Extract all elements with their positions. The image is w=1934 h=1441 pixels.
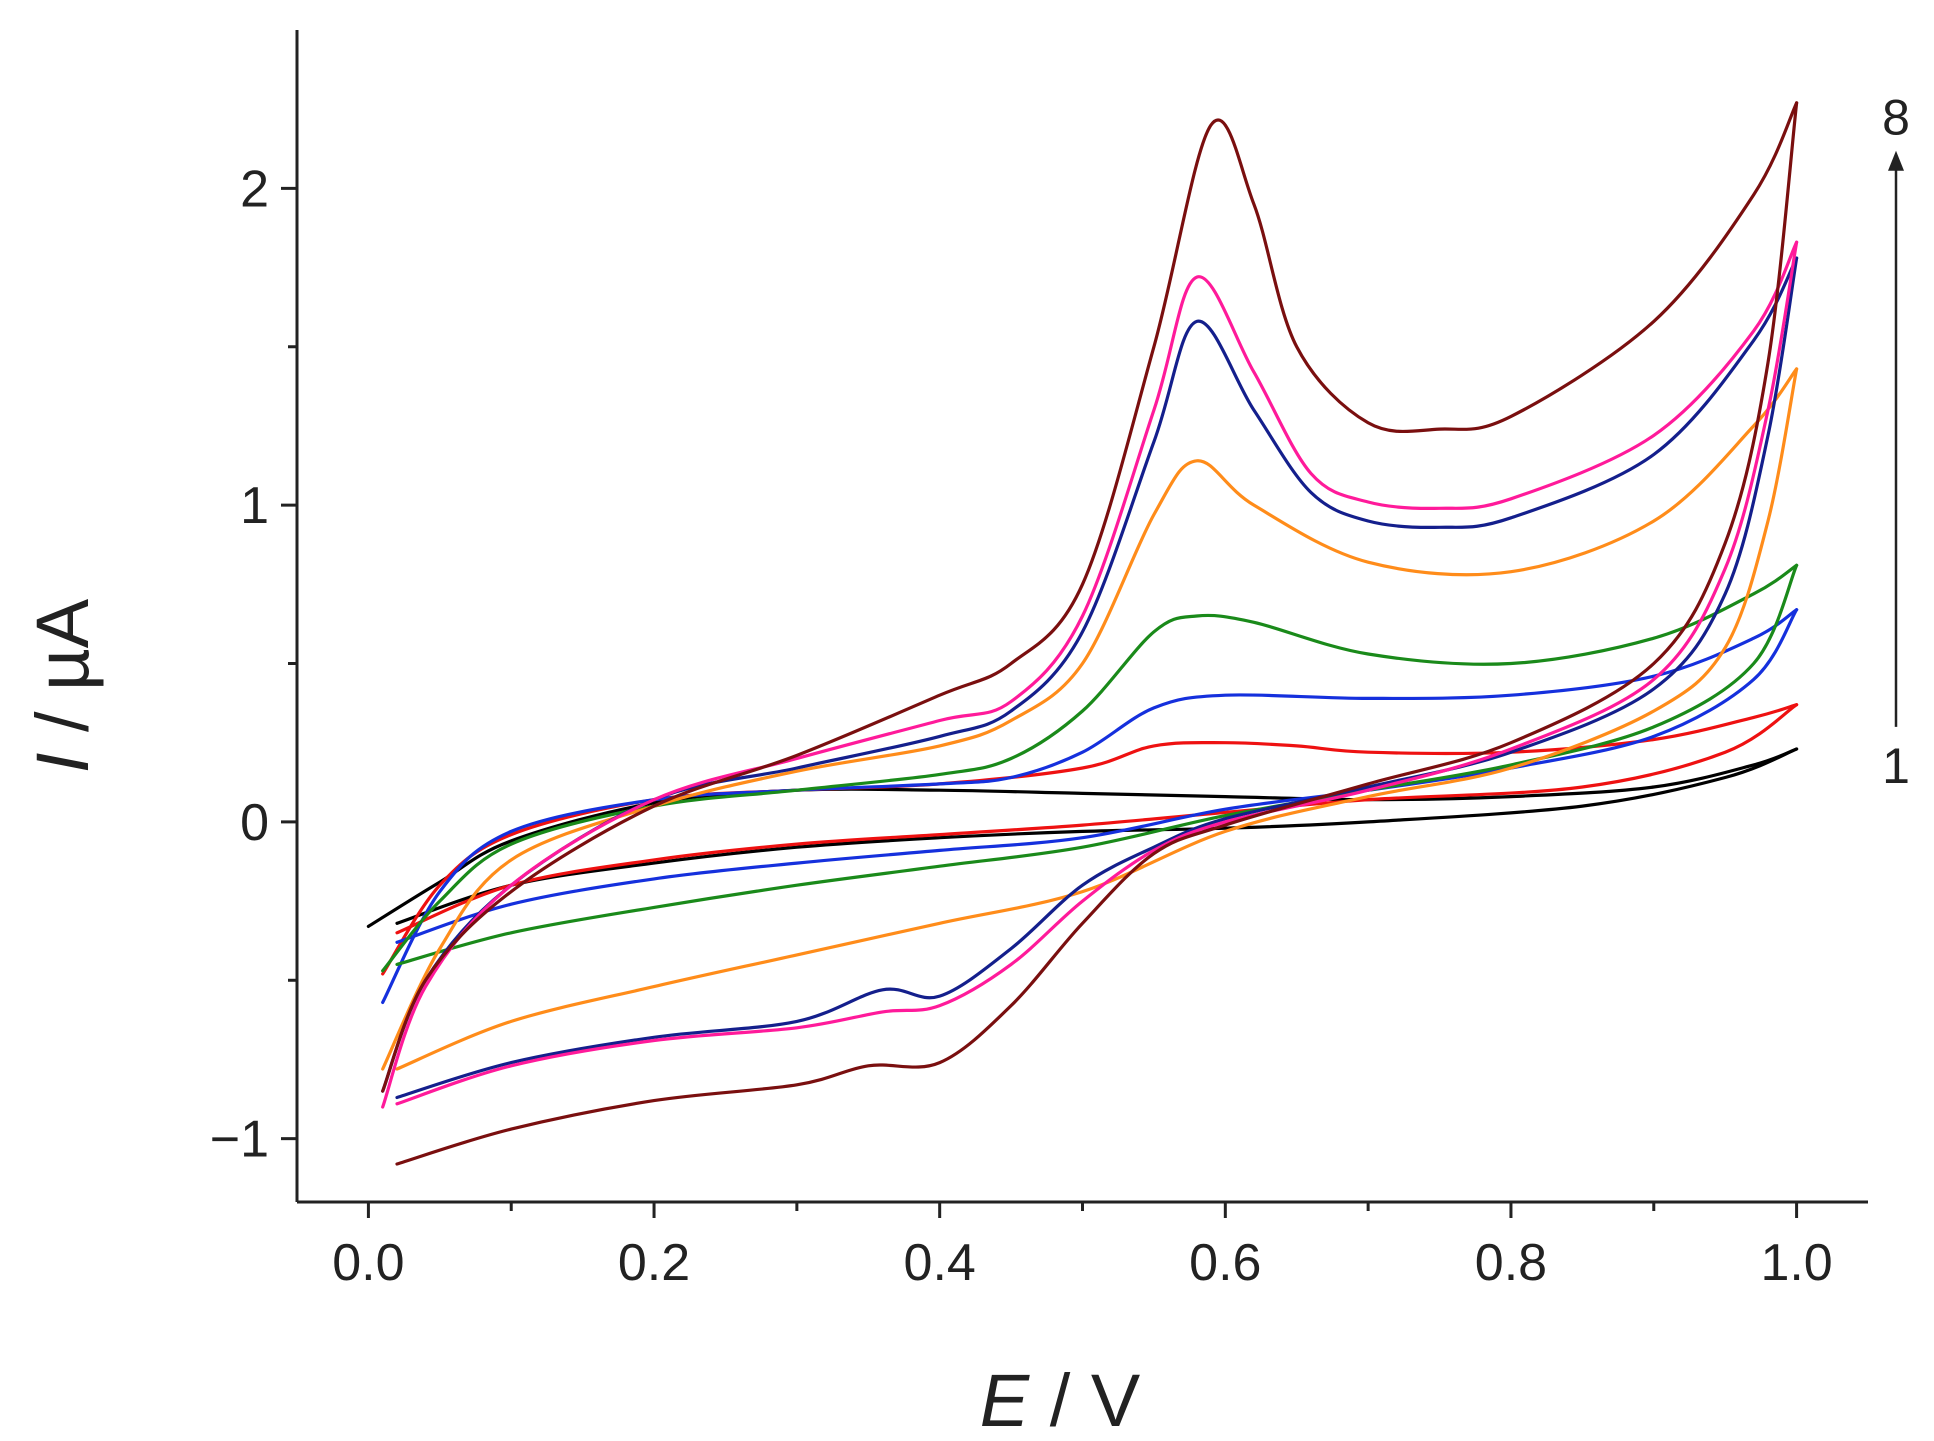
x-axis-symbol: E <box>980 1359 1031 1441</box>
series-6-reverse-scan <box>395 256 1799 1100</box>
series-1-reverse-scan <box>395 747 1799 925</box>
series-8-forward-scan <box>381 101 1799 1093</box>
series-2-reverse-scan <box>395 703 1799 935</box>
series-3 <box>381 608 1799 1004</box>
trend-annotation: 1 8 <box>1882 90 1910 794</box>
plot-lines <box>366 101 1799 1166</box>
y-ticks: −1 0 1 2 <box>210 160 297 1169</box>
series-2-forward-scan <box>381 703 1799 976</box>
series-4-forward-scan <box>381 563 1799 973</box>
trend-arrowhead <box>1888 150 1904 171</box>
x-ticks: 0.0 0.2 0.4 0.6 0.8 1.0 <box>332 1202 1833 1292</box>
x-tick-label: 0.6 <box>1189 1234 1261 1292</box>
x-tick-label: 0.4 <box>904 1234 976 1292</box>
y-tick-label: 2 <box>240 160 269 218</box>
y-tick-label: −1 <box>210 1111 269 1169</box>
series-4 <box>381 563 1799 973</box>
axes: 0.0 0.2 0.4 0.6 0.8 1.0 −1 0 1 2 <box>210 30 1868 1292</box>
x-tick-label: 0.8 <box>1475 1234 1547 1292</box>
trend-label-start: 1 <box>1882 738 1910 794</box>
y-axis-symbol: I <box>21 753 104 774</box>
series-5-reverse-scan <box>395 367 1799 1071</box>
series-7 <box>381 240 1799 1109</box>
series-7-reverse-scan <box>395 240 1799 1106</box>
series-1 <box>366 747 1799 928</box>
x-tick-label: 1.0 <box>1760 1234 1832 1292</box>
series-6-forward-scan <box>381 256 1799 1093</box>
series-5 <box>381 367 1799 1071</box>
series-1-forward-scan <box>366 747 1799 928</box>
series-7-forward-scan <box>381 240 1799 1109</box>
trend-label-end: 8 <box>1882 90 1910 146</box>
series-5-forward-scan <box>381 367 1799 1071</box>
x-axis-unit: / V <box>1029 1359 1141 1441</box>
series-8-reverse-scan <box>395 101 1799 1166</box>
x-tick-label: 0.2 <box>618 1234 690 1292</box>
x-tick-label: 0.0 <box>332 1234 404 1292</box>
x-axis-title: E / V <box>980 1359 1141 1441</box>
y-tick-label: 1 <box>240 477 269 535</box>
series-6 <box>381 256 1799 1100</box>
series-4-reverse-scan <box>395 563 1799 966</box>
series-2 <box>381 703 1799 976</box>
series-8 <box>381 101 1799 1166</box>
series-3-reverse-scan <box>395 608 1799 944</box>
y-tick-label: 0 <box>240 794 269 852</box>
y-axis-title: I / µA <box>21 598 104 773</box>
y-axis-unit: / µA <box>21 598 104 752</box>
series-3-forward-scan <box>381 608 1799 1004</box>
